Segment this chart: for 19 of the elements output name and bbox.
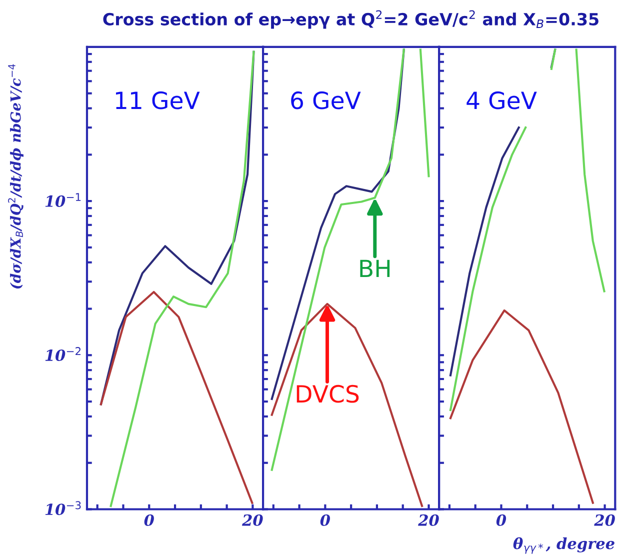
y-tick-label: 10$^{−3}$ bbox=[45, 501, 81, 516]
x-tick-label: 20 bbox=[594, 514, 615, 526]
x-tick-label: 20 bbox=[242, 514, 263, 526]
line-series bbox=[110, 50, 255, 508]
y-tick-label: 10$^{−1}$ bbox=[45, 193, 81, 207]
x-tick-label: 0 bbox=[496, 514, 506, 526]
x-axis-title: θ$_{γγ*}$, degree bbox=[513, 537, 614, 554]
x-tick-label: 0 bbox=[320, 514, 330, 526]
annotation: 6 GeV bbox=[291, 91, 361, 110]
text: Cross section of ep→epγ at Q$^{2}$=2 GeV/c$^{2}$ and X$_{B}$=0.35 bbox=[103, 10, 598, 29]
line-series bbox=[100, 290, 254, 504]
y-axis-title: (dσ/dX$_{B}$/dQ$^{2}$/dt/dϕ nbGeV/c$^{−4}$ bbox=[8, 64, 24, 289]
x-tick-label: 20 bbox=[418, 514, 439, 526]
y-tick-label: 10$^{−2}$ bbox=[45, 347, 80, 362]
annotation: 4 GeV bbox=[466, 91, 537, 110]
annotation: 11 GeV bbox=[116, 91, 200, 110]
annotation: BH bbox=[360, 260, 390, 278]
annotation: DVCS bbox=[296, 384, 359, 403]
x-tick-label: 0 bbox=[144, 514, 154, 526]
